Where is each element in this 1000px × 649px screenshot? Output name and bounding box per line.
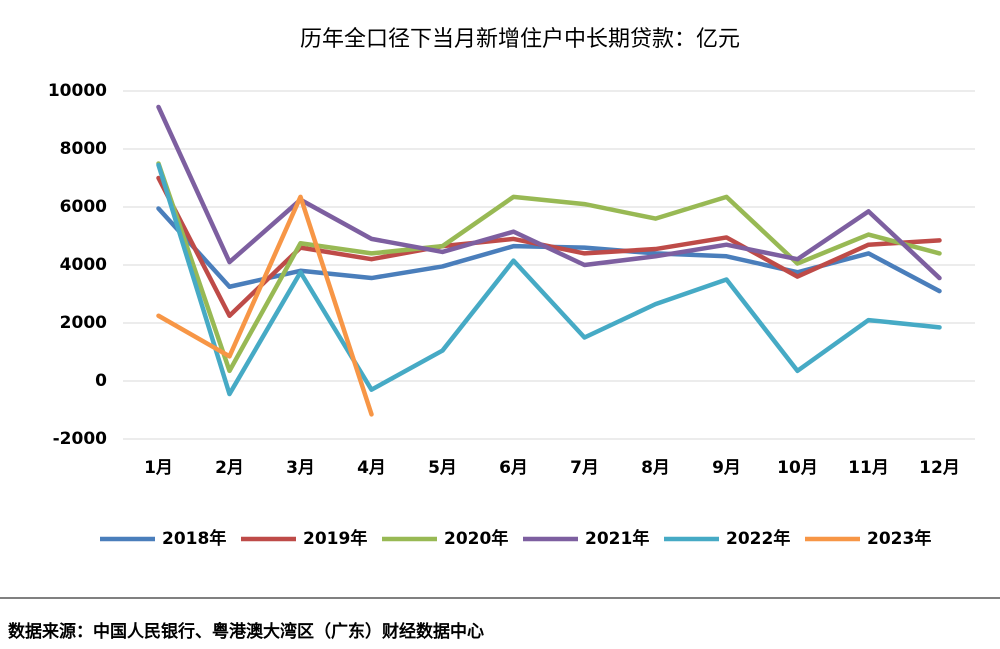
source: 数据来源：中国人民银行、粤港澳大湾区（广东）财经数据中心	[8, 621, 484, 642]
x-tick-label: 3月	[286, 458, 315, 478]
y-tick-label: 0	[95, 371, 107, 391]
series-line	[156, 161, 942, 374]
x-tick-label: 8月	[641, 458, 670, 478]
legend-label: 2020年	[444, 528, 508, 549]
x-tick-label: 9月	[712, 458, 741, 478]
y-tick-label: 6000	[60, 197, 107, 217]
x-tick-label: 1月	[144, 458, 173, 478]
legend-label: 2018年	[162, 528, 226, 549]
legend-label: 2021年	[585, 528, 649, 549]
chart-title: 历年全口径下当月新增住户中长期贷款：亿元	[300, 27, 740, 52]
series-line	[156, 194, 374, 417]
x-tick-label: 2月	[215, 458, 244, 478]
legend-label: 2023年	[867, 528, 931, 549]
series-line	[156, 162, 942, 397]
y-tick-label: 8000	[60, 139, 107, 159]
y-tick-label: 10000	[48, 81, 107, 101]
x-tick-label: 7月	[570, 458, 599, 478]
x-tick-label: 10月	[777, 458, 818, 478]
legend-label: 2022年	[726, 528, 790, 549]
series-line	[156, 104, 942, 281]
y-tick-label: -2000	[53, 429, 108, 449]
x-tick-label: 11月	[848, 458, 889, 478]
y-tick-label: 4000	[60, 255, 107, 275]
x-tick-label: 6月	[499, 458, 528, 478]
x-tick-label: 12月	[919, 458, 960, 478]
x-tick-label: 5月	[428, 458, 457, 478]
y-tick-label: 2000	[60, 313, 107, 333]
legend-label: 2019年	[303, 528, 367, 549]
x-tick-label: 4月	[357, 458, 386, 478]
